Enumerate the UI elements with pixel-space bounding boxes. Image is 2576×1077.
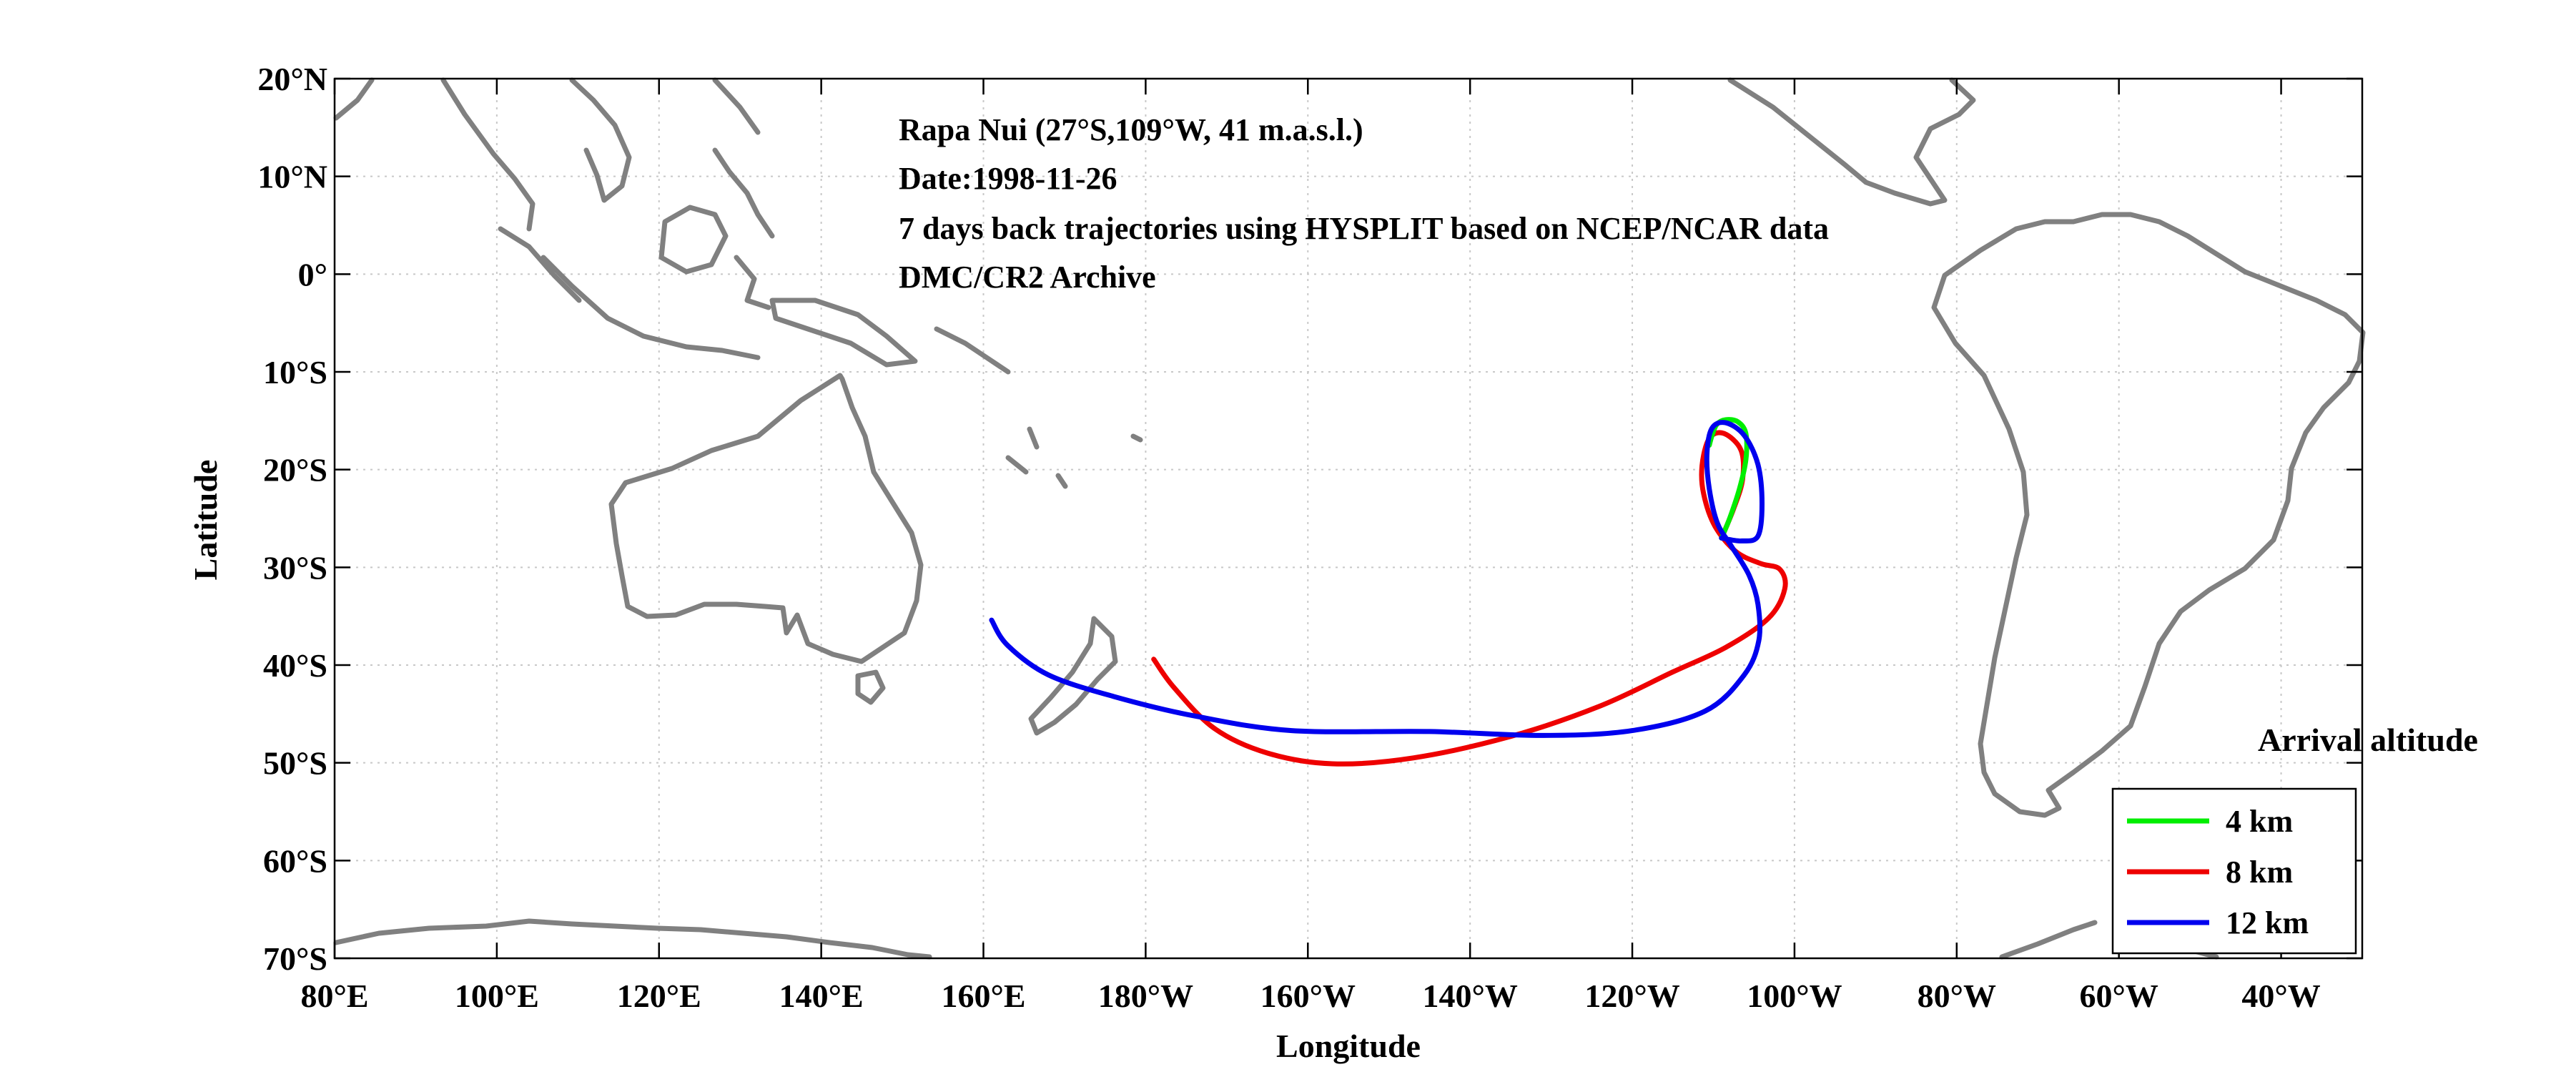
y-tick-label: 60°S [263, 842, 327, 879]
x-tick-label: 60°W [2079, 978, 2158, 1014]
coastline-sumatra [498, 226, 582, 303]
x-tick-label: 100°W [1747, 978, 1842, 1014]
coastline-borneo [658, 205, 729, 275]
y-tick-label: 30°S [263, 549, 327, 586]
coastline-new-caledonia [1005, 455, 1029, 475]
title-annotation: Rapa Nui (27°S,109°W, 41 m.a.s.l.) Date:… [899, 112, 1829, 295]
series-line-8km [1151, 430, 1788, 767]
coastline-fiji-vanuatu [1027, 426, 1143, 489]
ticks: 80°E 100°E 120°E 140°E 160°E 180°W 160°W 140°W 1… [257, 61, 2362, 1014]
y-tick-label: 50°S [263, 745, 327, 782]
y-tick-label: 40°S [263, 647, 327, 684]
title-line-2: Date:1998-11-26 [899, 161, 1117, 196]
coastline-new-guinea [769, 297, 918, 368]
y-tick-label: 20°S [263, 452, 327, 488]
series-line-12km [989, 420, 1765, 738]
coastline-asia [333, 77, 632, 232]
title-line-4: DMC/CR2 Archive [899, 260, 1156, 295]
x-tick-label: 180°W [1098, 978, 1193, 1014]
coastline-north-america [1727, 77, 1976, 207]
y-axis-label: Latitude [187, 460, 224, 581]
coastline-south-america [1931, 212, 2366, 818]
x-tick-label: 140°E [779, 978, 864, 1014]
x-tick-label: 80°W [1918, 978, 1996, 1014]
y-tick-label: 20°N [257, 61, 327, 97]
coastline-japan [712, 77, 761, 135]
y-tick-label: 10°S [263, 354, 327, 390]
x-tick-label: 120°W [1584, 978, 1679, 1014]
title-line-3: 7 days back trajectories using HYSPLIT b… [899, 211, 1829, 246]
coastline-sumatra-java [541, 255, 761, 360]
y-tick-label: 10°N [257, 159, 327, 195]
x-tick-label: 120°E [617, 978, 701, 1014]
coastline-philippines [712, 147, 775, 239]
coastline-tasmania [855, 669, 886, 705]
x-tick-label: 160°W [1260, 978, 1356, 1014]
coastline-australia [608, 373, 924, 664]
legend: 4 km 8 km 12 km [2111, 787, 2357, 955]
coastlines [333, 77, 2366, 960]
x-tick-label: 40°W [2241, 978, 2320, 1014]
y-tick-label: 70°S [263, 940, 327, 977]
x-tick-label: 160°E [941, 978, 1025, 1014]
legend-label-8km: 8 km [2226, 855, 2293, 890]
trajectories [989, 417, 1788, 767]
x-tick-label: 80°E [300, 978, 368, 1014]
x-tick-label: 140°W [1422, 978, 1517, 1014]
coastline-antarctica-west [333, 918, 932, 960]
coastline-solomon [934, 326, 1011, 375]
coastline-sulawesi [734, 255, 771, 310]
axes-box [333, 77, 2364, 960]
series-line-4km [1707, 417, 1750, 541]
x-tick-label: 100°E [455, 978, 539, 1014]
coastline-new-zealand [1028, 616, 1118, 736]
legend-label-4km: 4 km [2226, 804, 2293, 839]
legend-title: Arrival altitude [2258, 722, 2478, 758]
y-tick-label: 0° [298, 256, 327, 292]
x-axis-label: Longitude [1276, 1028, 1421, 1064]
legend-label-12km: 12 km [2226, 905, 2309, 940]
title-line-1: Rapa Nui (27°S,109°W, 41 m.a.s.l.) [899, 112, 1363, 147]
